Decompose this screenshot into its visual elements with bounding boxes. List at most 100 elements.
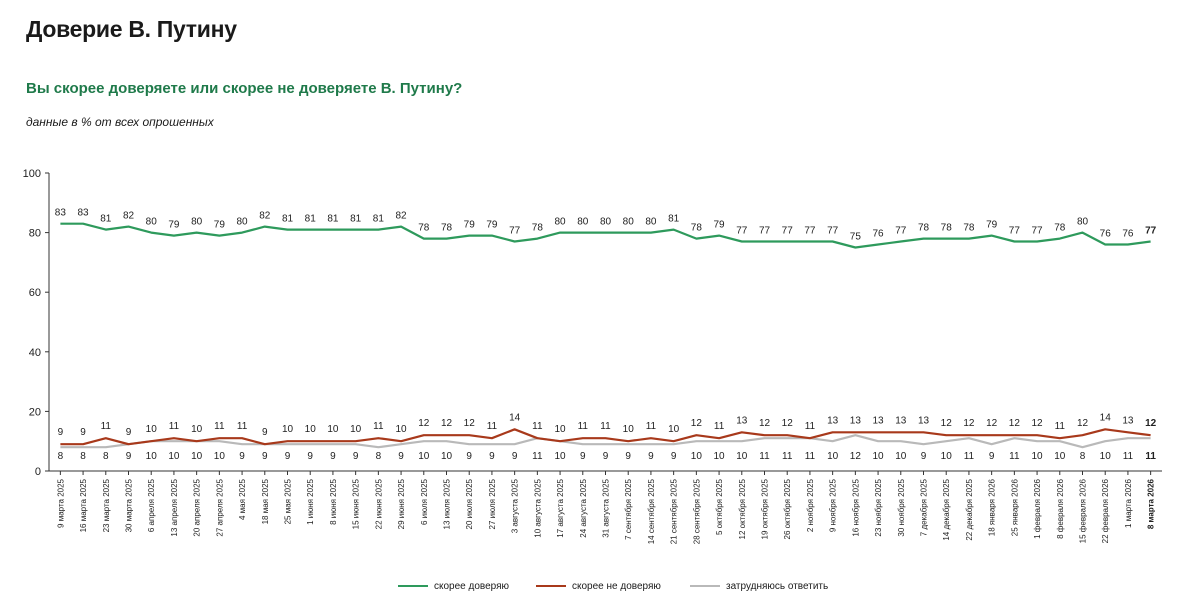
data-label-series-2: 9 bbox=[489, 451, 495, 462]
data-label-series-2: 9 bbox=[512, 451, 518, 462]
x-tick-label: 23 ноября 2025 bbox=[874, 478, 883, 536]
data-label-series-1: 12 bbox=[441, 418, 453, 429]
data-label-series-1: 11 bbox=[214, 421, 225, 432]
chart-title: Доверие В. Путину bbox=[26, 16, 237, 42]
data-label-series-2: 12 bbox=[850, 451, 862, 462]
data-label-series-0: 78 bbox=[441, 223, 453, 234]
data-label-series-2: 10 bbox=[941, 451, 953, 462]
x-tick-label: 10 августа 2025 bbox=[533, 478, 542, 537]
chart-legend: скорее доверяю скорее не доверяю затрудн… bbox=[0, 578, 1200, 594]
data-label-series-0: 80 bbox=[146, 217, 158, 228]
x-tick-label: 8 июня 2025 bbox=[329, 478, 338, 524]
x-tick-label: 8 февраля 2026 bbox=[1056, 478, 1065, 538]
data-label-series-2: 11 bbox=[532, 451, 543, 462]
data-label-series-2: 11 bbox=[964, 451, 975, 462]
data-label-series-1: 10 bbox=[305, 424, 317, 435]
legend-item-undecided: затрудняюсь ответить bbox=[690, 578, 828, 594]
x-tick-label: 30 марта 2025 bbox=[125, 478, 134, 532]
units-note: данные в % от всех опрошенных bbox=[26, 115, 214, 129]
y-tick-label: 20 bbox=[29, 406, 41, 418]
data-label-series-1: 10 bbox=[350, 424, 362, 435]
data-label-series-0: 80 bbox=[237, 217, 249, 228]
data-label-series-1: 11 bbox=[487, 421, 498, 432]
data-label-series-2: 9 bbox=[625, 451, 631, 462]
data-label-series-1: 11 bbox=[714, 421, 725, 432]
legend-label-distrust: скорее не доверяю bbox=[572, 580, 661, 592]
data-label-series-1: 12 bbox=[941, 418, 953, 429]
data-label-series-1: 11 bbox=[101, 421, 112, 432]
x-tick-label: 18 января 2026 bbox=[988, 478, 997, 536]
data-label-series-0: 83 bbox=[55, 208, 67, 219]
data-label-series-2: 9 bbox=[330, 451, 336, 462]
x-tick-label: 16 ноября 2025 bbox=[851, 478, 860, 536]
x-tick-label: 21 сентября 2025 bbox=[670, 478, 679, 544]
data-label-series-0: 76 bbox=[1100, 229, 1112, 240]
data-label-series-2: 9 bbox=[126, 451, 132, 462]
series-line-2 bbox=[60, 434, 1151, 449]
x-tick-label: 2 ноября 2025 bbox=[806, 478, 815, 532]
data-label-series-0: 78 bbox=[918, 223, 930, 234]
x-tick-label: 28 сентября 2025 bbox=[692, 478, 701, 544]
data-label-series-1: 12 bbox=[1145, 418, 1157, 429]
x-tick-label: 9 марта 2025 bbox=[56, 478, 65, 527]
data-label-series-0: 79 bbox=[714, 220, 726, 231]
data-label-series-2: 9 bbox=[989, 451, 995, 462]
x-tick-label: 4 мая 2025 bbox=[238, 478, 247, 520]
x-tick-label: 20 апреля 2025 bbox=[193, 478, 202, 536]
data-label-series-2: 10 bbox=[168, 451, 180, 462]
x-tick-label: 8 марта 2026 bbox=[1147, 478, 1156, 529]
data-label-series-0: 76 bbox=[873, 229, 885, 240]
data-label-series-1: 10 bbox=[191, 424, 203, 435]
data-label-series-0: 77 bbox=[895, 226, 907, 237]
x-tick-label: 1 июня 2025 bbox=[306, 478, 315, 524]
x-tick-label: 25 мая 2025 bbox=[284, 478, 293, 524]
x-tick-label: 24 августа 2025 bbox=[579, 478, 588, 537]
data-label-series-1: 13 bbox=[736, 415, 748, 426]
data-label-series-2: 10 bbox=[191, 451, 203, 462]
data-label-series-1: 9 bbox=[80, 427, 86, 438]
data-label-series-1: 11 bbox=[532, 421, 543, 432]
legend-label-trust: скорее доверяю bbox=[434, 580, 510, 592]
x-tick-label: 27 июля 2025 bbox=[488, 478, 497, 529]
x-tick-label: 27 апреля 2025 bbox=[215, 478, 224, 536]
data-label-series-1: 12 bbox=[1009, 418, 1021, 429]
data-label-series-1: 9 bbox=[262, 427, 268, 438]
data-label-series-1: 13 bbox=[850, 415, 862, 426]
data-label-series-2: 10 bbox=[418, 451, 430, 462]
data-label-series-1: 10 bbox=[327, 424, 339, 435]
legend-swatch-trust bbox=[398, 585, 428, 587]
data-label-series-0: 80 bbox=[600, 217, 612, 228]
y-tick-label: 60 bbox=[29, 287, 41, 299]
data-label-series-1: 10 bbox=[146, 424, 158, 435]
x-tick-label: 1 марта 2026 bbox=[1124, 478, 1133, 527]
data-label-series-2: 10 bbox=[873, 451, 885, 462]
series-line-0 bbox=[60, 222, 1151, 249]
x-tick-label: 31 августа 2025 bbox=[602, 478, 611, 537]
data-label-series-2: 10 bbox=[555, 451, 567, 462]
data-label-series-1: 9 bbox=[126, 427, 132, 438]
data-label-series-0: 77 bbox=[736, 226, 748, 237]
data-label-series-2: 10 bbox=[146, 451, 158, 462]
data-label-series-0: 78 bbox=[963, 223, 975, 234]
data-label-series-0: 79 bbox=[214, 220, 226, 231]
legend-item-distrust: скорее не доверяю bbox=[536, 578, 661, 594]
x-tick-label: 25 января 2026 bbox=[1010, 478, 1019, 536]
data-label-series-2: 10 bbox=[714, 451, 726, 462]
data-label-series-1: 14 bbox=[509, 412, 521, 423]
data-label-series-2: 10 bbox=[1100, 451, 1112, 462]
x-tick-label: 13 июля 2025 bbox=[443, 478, 452, 529]
y-tick-label: 40 bbox=[29, 347, 41, 359]
x-tick-label: 12 октября 2025 bbox=[738, 478, 747, 539]
x-tick-label: 29 июня 2025 bbox=[397, 478, 406, 529]
data-label-series-1: 13 bbox=[873, 415, 885, 426]
survey-question: Вы скорее доверяете или скорее не доверя… bbox=[26, 80, 463, 97]
data-label-series-1: 10 bbox=[282, 424, 294, 435]
data-label-series-2: 10 bbox=[691, 451, 703, 462]
data-label-series-0: 81 bbox=[668, 214, 680, 225]
legend-swatch-undecided bbox=[690, 585, 720, 587]
data-label-series-0: 78 bbox=[691, 223, 703, 234]
data-label-series-2: 9 bbox=[239, 451, 245, 462]
x-tick-label: 5 октября 2025 bbox=[715, 478, 724, 535]
legend-item-trust: скорее доверяю bbox=[398, 578, 509, 594]
x-tick-label: 18 мая 2025 bbox=[261, 478, 270, 524]
